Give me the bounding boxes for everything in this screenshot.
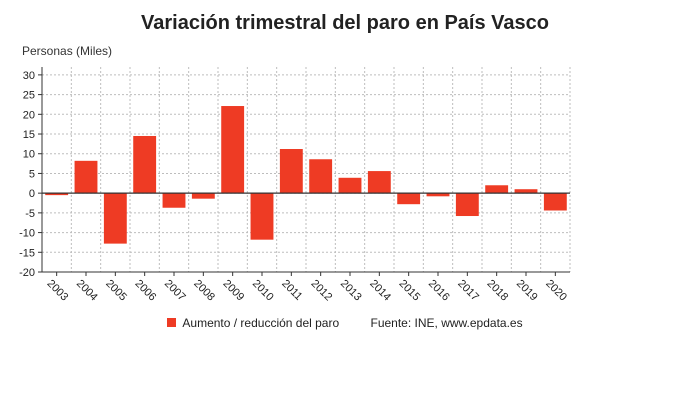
x-tick-label: 2015 xyxy=(397,278,423,304)
source-note: Fuente: INE, www.epdata.es xyxy=(370,316,523,330)
x-tick-label: 2010 xyxy=(250,278,276,304)
bar xyxy=(103,193,127,244)
x-tick-label: 2012 xyxy=(309,278,335,304)
y-tick-label: 20 xyxy=(23,109,35,121)
y-tick-label: 0 xyxy=(29,188,35,200)
x-tick-label: 2009 xyxy=(221,278,247,304)
x-tick-label: 2017 xyxy=(455,278,481,304)
bar xyxy=(455,193,479,217)
y-tick-label: 10 xyxy=(23,149,35,161)
x-tick-label: 2018 xyxy=(485,278,511,304)
bar xyxy=(426,193,450,197)
x-tick-label: 2008 xyxy=(191,278,217,304)
x-tick-label: 2019 xyxy=(514,278,540,304)
x-tick-label: 2004 xyxy=(74,278,100,304)
bar xyxy=(45,193,69,196)
bar xyxy=(367,171,391,194)
legend-label: Aumento / reducción del paro xyxy=(182,316,340,330)
legend: Aumento / reducción del paro Fuente: INE… xyxy=(0,316,690,330)
x-tick-label: 2013 xyxy=(338,278,364,304)
legend-item: Aumento / reducción del paro xyxy=(167,316,339,330)
x-tick-label: 2016 xyxy=(426,278,452,304)
chart-title: Variación trimestral del paro en País Va… xyxy=(141,12,549,34)
x-tick-label: 2005 xyxy=(103,278,129,304)
y-tick-label: 15 xyxy=(23,129,35,141)
y-axis-label: Personas (Miles) xyxy=(22,44,113,58)
x-tick-label: 2014 xyxy=(367,278,393,304)
legend-swatch xyxy=(167,318,177,328)
bar xyxy=(543,193,567,211)
bar xyxy=(485,185,509,194)
bar xyxy=(250,193,274,240)
x-tick-label: 2011 xyxy=(279,278,304,303)
x-tick-label: 2020 xyxy=(543,278,569,304)
bar xyxy=(162,193,186,208)
bar xyxy=(74,160,98,194)
bar xyxy=(279,149,303,194)
y-tick-label: 30 xyxy=(23,70,35,82)
y-tick-label: -5 xyxy=(25,208,35,220)
x-tick-label: 2006 xyxy=(133,278,159,304)
x-tick-label: 2003 xyxy=(45,278,71,304)
x-tick-label: 2007 xyxy=(162,278,188,304)
y-tick-label: 25 xyxy=(23,90,35,102)
bar xyxy=(221,106,245,194)
y-tick-label: 5 xyxy=(29,168,35,180)
y-tick-label: -20 xyxy=(19,267,35,279)
bar xyxy=(514,189,538,194)
y-tick-label: -15 xyxy=(19,247,35,259)
bar xyxy=(133,135,157,194)
bar xyxy=(309,159,333,194)
y-tick-label: -10 xyxy=(19,228,35,240)
bar xyxy=(397,193,421,205)
bar xyxy=(338,177,362,194)
bar xyxy=(191,193,215,199)
